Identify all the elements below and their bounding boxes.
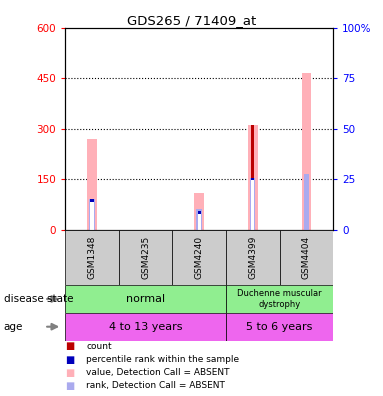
Bar (198, 214, 201, 230)
Bar (65, 230, 119, 285)
Text: value, Detection Call = ABSENT: value, Detection Call = ABSENT (86, 368, 230, 377)
Bar (65, 285, 226, 313)
Bar (90, 202, 93, 230)
Text: ■: ■ (65, 367, 74, 378)
Text: count: count (86, 342, 112, 351)
Bar (65, 313, 226, 341)
Bar (251, 177, 254, 230)
Text: disease state: disease state (4, 294, 73, 304)
Text: 4 to 13 years: 4 to 13 years (109, 322, 182, 332)
Text: age: age (4, 322, 23, 332)
Text: percentile rank within the sample: percentile rank within the sample (86, 355, 239, 364)
Bar (194, 192, 204, 230)
Bar (248, 125, 258, 230)
Text: ■: ■ (65, 354, 74, 365)
Text: GSM4404: GSM4404 (302, 236, 311, 279)
Bar (90, 199, 93, 230)
Text: ■: ■ (65, 381, 74, 391)
Bar (251, 125, 254, 230)
Text: GSM4235: GSM4235 (141, 236, 150, 279)
Bar (251, 180, 254, 230)
Text: GSM1348: GSM1348 (87, 236, 97, 279)
Bar (119, 230, 172, 285)
Bar (87, 139, 97, 230)
Text: rank, Detection Call = ABSENT: rank, Detection Call = ABSENT (86, 381, 225, 390)
Bar (280, 230, 333, 285)
Bar (226, 313, 333, 341)
Bar (226, 285, 333, 313)
Bar (172, 230, 226, 285)
Text: 5 to 6 years: 5 to 6 years (246, 322, 313, 332)
Text: normal: normal (126, 294, 165, 304)
Bar (89, 199, 95, 230)
Text: Duchenne muscular
dystrophy: Duchenne muscular dystrophy (237, 289, 322, 308)
Bar (226, 230, 280, 285)
Bar (250, 177, 255, 230)
Text: GSM4240: GSM4240 (195, 236, 204, 279)
Bar (301, 73, 311, 230)
Text: GSM4399: GSM4399 (248, 236, 257, 279)
Bar (198, 211, 201, 230)
Text: GDS265 / 71409_at: GDS265 / 71409_at (127, 14, 256, 27)
Bar (196, 209, 202, 230)
Bar (304, 174, 309, 230)
Text: ■: ■ (65, 341, 74, 352)
